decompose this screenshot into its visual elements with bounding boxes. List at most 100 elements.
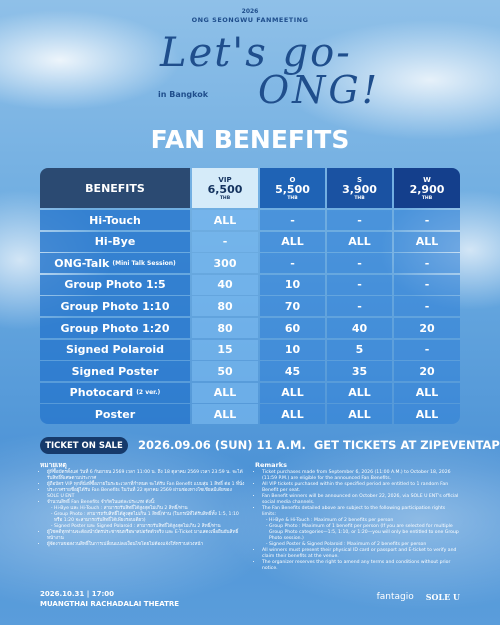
logos: fantagio SOLE U — [330, 592, 460, 602]
benefit-cell: ALL — [327, 382, 392, 403]
ticket-cta[interactable]: GET TICKETS AT ZIPEVENTAPP.COM — [313, 438, 500, 452]
benefit-cell: - — [260, 210, 325, 231]
event-subtitle: ONG SEONGWU FANMEETING — [191, 16, 309, 24]
remark-item: ผู้ที่ซื้อบัตรตั้งแต่ วันที่ 6 กันยายน 2… — [47, 470, 245, 482]
remark-text: จำนวนสิทธิ์ Fan Benefits จำกัดในแต่ละประ… — [47, 500, 156, 505]
column-header: O 5,500 THB — [260, 168, 325, 208]
benefit-cell: 300 — [192, 253, 258, 274]
logo: fantagio — [376, 592, 414, 602]
row-label: Group Photo 1:20 — [40, 318, 190, 339]
benefit-cell: ALL — [192, 382, 258, 403]
benefit-name: Poster — [94, 407, 136, 421]
remark-subitem: Signed Poster & Signed Polaroid : Maximu… — [269, 542, 460, 548]
row-label: Hi-Touch — [40, 210, 190, 231]
benefit-cell: ALL — [327, 404, 392, 425]
benefit-cell: 70 — [260, 296, 325, 317]
row-label: Poster — [40, 404, 190, 425]
benefit-cell: ALL — [394, 382, 460, 403]
tier-name: W — [423, 175, 431, 184]
remark-subitem: Signed Poster และ Signed Polaroid : สามา… — [54, 524, 245, 530]
tier-name: VIP — [218, 175, 232, 184]
benefit-cell: ALL — [192, 210, 258, 231]
benefit-cell: 40 — [327, 318, 392, 339]
logo: SOLE U — [425, 592, 460, 602]
benefit-cell: 80 — [192, 296, 258, 317]
remark-text: All winners must present their physical … — [262, 548, 457, 559]
remark-item: ผู้โชคดีทุกท่านจะต้องนำบัตรประชาชนหรือพา… — [47, 530, 245, 542]
section-title: FAN BENEFITS — [150, 125, 350, 154]
tier-name: O — [289, 175, 296, 184]
remark-item: All winners must present their physical … — [262, 548, 460, 560]
remark-item: The Fan Benefits detailed above are subj… — [262, 506, 460, 548]
title-line1: Let's go- — [160, 30, 352, 76]
row-label: ONG-Talk (Mini Talk Session) — [40, 253, 190, 274]
remark-text: ผู้จัดงานขอสงวนสิทธิ์ในการเปลี่ยนแปลงเงื… — [47, 542, 204, 547]
benefit-name: Group Photo 1:10 — [60, 299, 170, 313]
benefit-name: Photocard — [69, 386, 134, 400]
benefit-cell: - — [394, 296, 460, 317]
benefit-cell: ALL — [327, 231, 392, 252]
remark-text: All VIP tickets purchased within the spe… — [262, 482, 449, 493]
remark-subitem: Hi-Bye & Hi-Touch : Maximum of 2 benefit… — [269, 518, 460, 524]
tier-price: 5,500 — [275, 182, 310, 196]
benefit-note: (Mini Talk Session) — [112, 259, 176, 267]
remarks-thai: หมายเหตุผู้ที่ซื้อบัตรตั้งแต่ วันที่ 6 ก… — [40, 461, 245, 548]
benefit-cell: 35 — [327, 361, 392, 382]
benefit-cell: 50 — [192, 361, 258, 382]
remarks-list: Ticket purchases made from September 6, … — [255, 470, 460, 572]
benefit-cell: - — [394, 253, 460, 274]
event-year: 2026 — [241, 8, 259, 15]
location: in Bangkok — [158, 90, 209, 99]
remark-text: ประกาศรายชื่อผู้ได้รับ Fan Benefits ในวั… — [47, 488, 232, 499]
column-name: BENEFITS — [85, 181, 145, 195]
remark-subitem: Hi-Bye และ Hi-Touch : สามารถรับสิทธิ์ได้… — [54, 506, 245, 512]
remark-text: Fan Benefit winners will be announced on… — [262, 494, 459, 505]
remark-item: Fan Benefit winners will be announced on… — [262, 494, 460, 506]
benefit-cell: ALL — [260, 382, 325, 403]
remark-subitem: Group Photo : สามารถรับสิทธิ์ได้สูงสุดไม… — [54, 512, 245, 524]
benefit-cell: - — [327, 210, 392, 231]
row-label: Photocard (2 ver.) — [40, 382, 190, 403]
benefit-cell: 60 — [260, 318, 325, 339]
benefit-cell: 20 — [394, 318, 460, 339]
column-header: VIP 6,500 THB — [192, 168, 258, 208]
benefit-cell: - — [192, 231, 258, 252]
ticket-info: 2026.09.06 (SUN) 11 A.M. GET TICKETS AT … — [138, 438, 500, 452]
benefit-cell: 15 — [192, 339, 258, 360]
benefit-cell: ALL — [394, 404, 460, 425]
remark-text: ผู้ที่ซื้อบัตรตั้งแต่ วันที่ 6 กันยายน 2… — [47, 470, 243, 481]
remark-text: Ticket purchases made from September 6, … — [262, 470, 451, 481]
benefit-cell: - — [394, 210, 460, 231]
event-date: 2026.10.31 | 17:00 — [40, 590, 114, 598]
remark-sublist: Hi-Bye & Hi-Touch : Maximum of 2 benefit… — [262, 518, 460, 548]
benefit-cell: ALL — [260, 404, 325, 425]
ticket-datetime: 2026.09.06 (SUN) 11 A.M. — [138, 438, 306, 452]
benefit-cell: - — [327, 274, 392, 295]
remarks-english: RemarksTicket purchases made from Septem… — [255, 461, 460, 572]
benefit-cell: 40 — [192, 274, 258, 295]
remark-item: ประกาศรายชื่อผู้ได้รับ Fan Benefits ในวั… — [47, 488, 245, 500]
tier-unit: THB — [287, 195, 298, 201]
benefits-table: BENEFITS VIP 6,500 THB O 5,500 THB S 3,900 THB W 2,… — [40, 168, 460, 426]
remarks-title: หมายเหตุ — [40, 461, 67, 469]
remark-text: ผู้ถือบัตร VIP ทุกที่นั่งที่ซื้อภายในระย… — [47, 482, 245, 487]
benefit-cell: - — [327, 253, 392, 274]
column-header: W 2,900 THB — [394, 168, 460, 208]
benefit-name: ONG-Talk — [54, 256, 110, 270]
benefit-cell: - — [394, 274, 460, 295]
benefit-cell: 5 — [327, 339, 392, 360]
row-label: Signed Poster — [40, 361, 190, 382]
tier-unit: THB — [421, 195, 433, 201]
tier-price: 3,900 — [342, 182, 377, 196]
benefit-name: Group Photo 1:20 — [60, 321, 170, 335]
column-header: S 3,900 THB — [327, 168, 392, 208]
remarks-list: ผู้ที่ซื้อบัตรตั้งแต่ วันที่ 6 กันยายน 2… — [40, 470, 245, 548]
benefit-note: (2 ver.) — [136, 389, 161, 397]
tier-unit: THB — [219, 195, 231, 201]
benefit-name: Signed Polaroid — [65, 343, 164, 357]
benefit-name: Hi-Touch — [89, 213, 141, 227]
remark-text: The Fan Benefits detailed above are subj… — [262, 506, 446, 517]
benefit-cell: 10 — [260, 339, 325, 360]
benefit-cell: - — [394, 339, 460, 360]
